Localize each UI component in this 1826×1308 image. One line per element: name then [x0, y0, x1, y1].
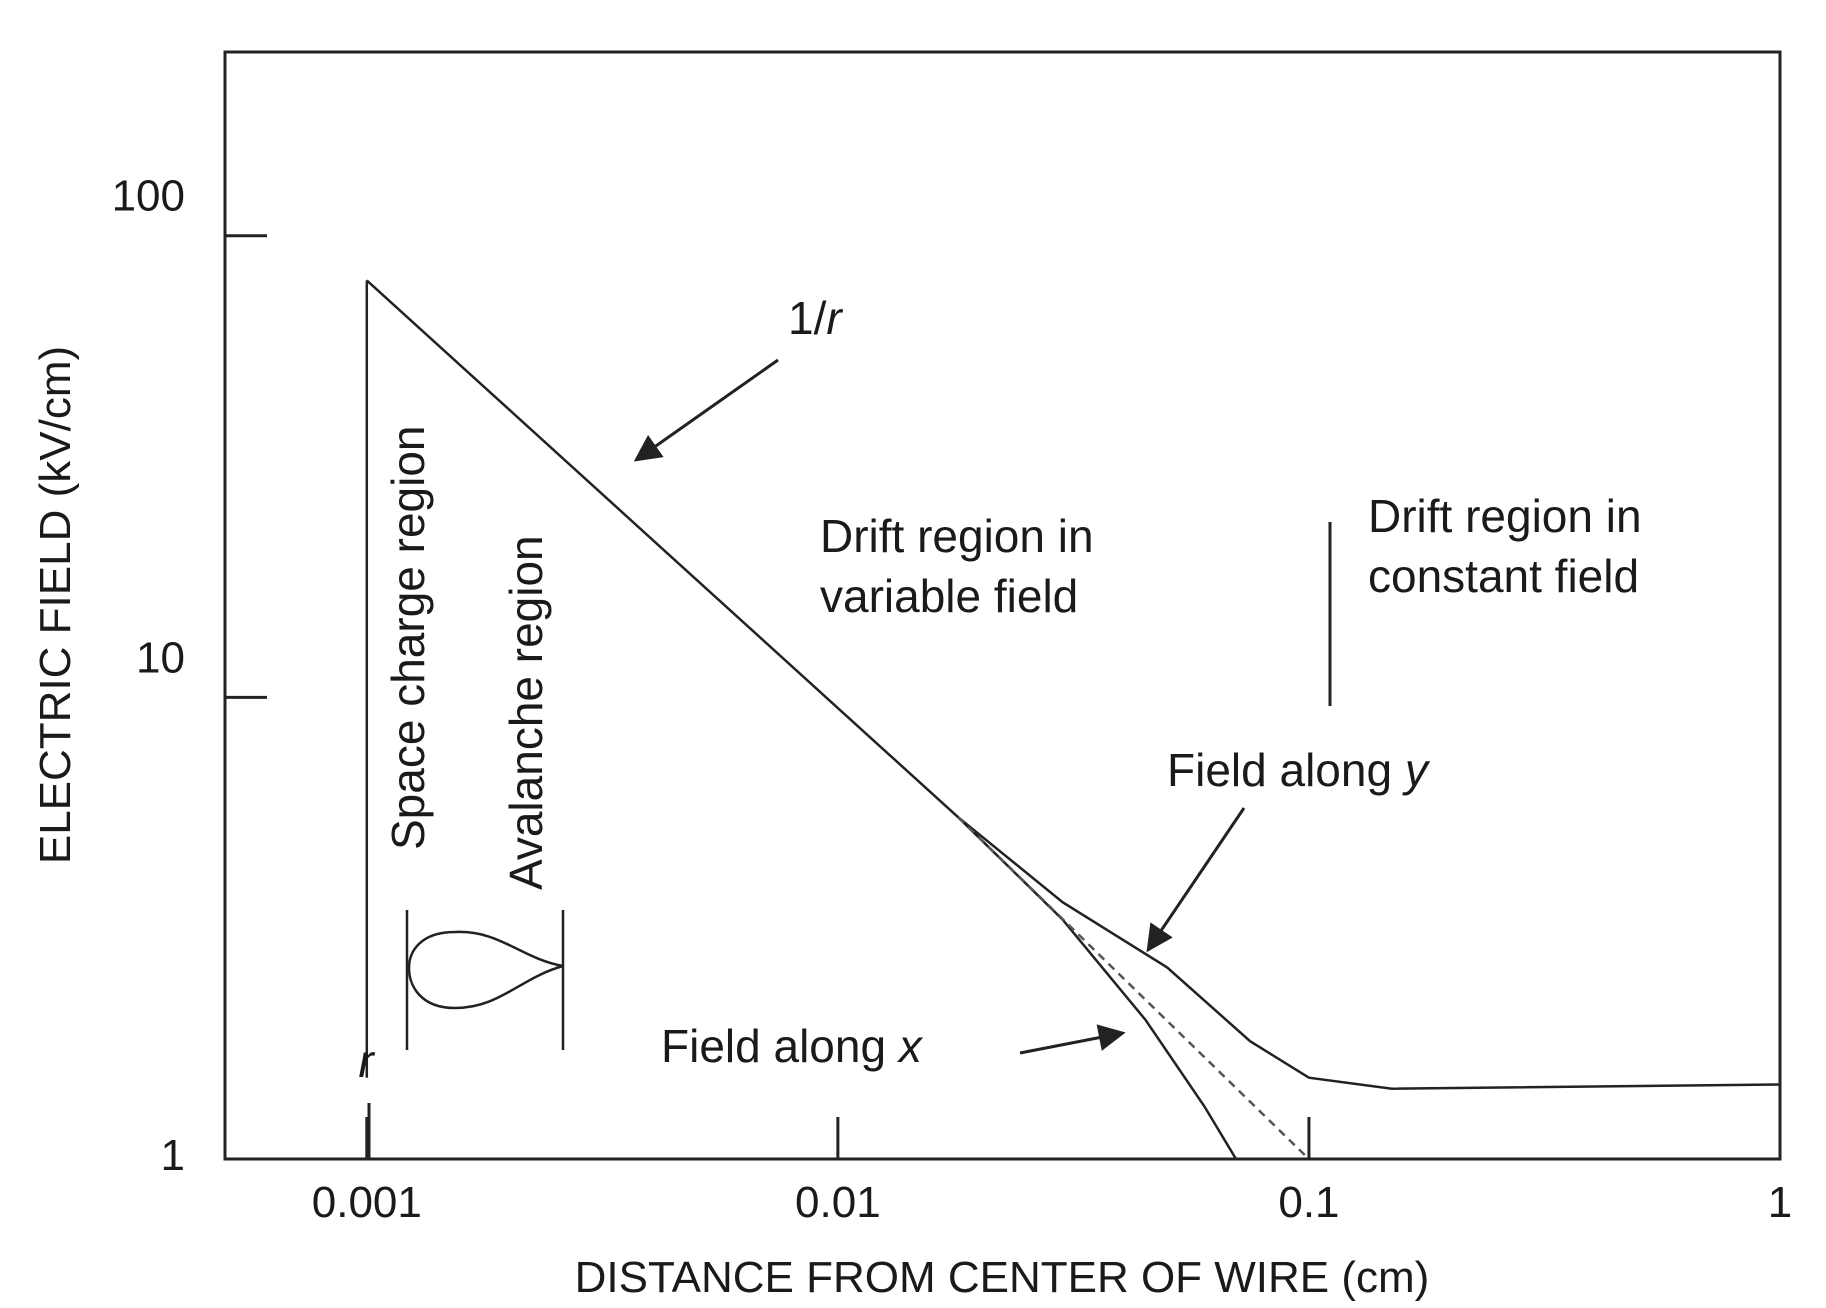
data-series — [367, 280, 1780, 1159]
annotations: 1/r Drift region in variable field Drift re… — [358, 292, 1641, 1159]
field-x-label: Field along x — [661, 1020, 924, 1072]
x-axis-label: DISTANCE FROM CENTER OF WIRE (cm) — [575, 1253, 1430, 1302]
series-pure-one-over-r — [958, 817, 1309, 1159]
x-tick-label: 0.001 — [312, 1178, 422, 1227]
field-x-arrow — [1020, 1033, 1123, 1053]
series-field-y — [958, 817, 1780, 1088]
y-tick-label: 100 — [112, 172, 185, 221]
one-over-r-arrow — [636, 360, 778, 460]
drift-constant-line2: constant field — [1368, 550, 1639, 602]
field-y-arrow — [1148, 808, 1244, 950]
drift-constant-line1: Drift region in — [1368, 490, 1642, 542]
drift-variable-line1: Drift region in — [820, 510, 1094, 562]
y-tick-label: 1 — [161, 1131, 185, 1180]
drift-variable-line2: variable field — [820, 570, 1078, 622]
avalanche-drop-shape — [409, 932, 563, 1008]
y-tick-label: 10 — [136, 633, 185, 682]
one-over-r-label: 1/r — [788, 292, 843, 344]
space-charge-label: Space charge region — [382, 425, 434, 850]
x-tick-label: 1 — [1768, 1178, 1792, 1227]
field-y-label: Field along y — [1167, 744, 1431, 796]
x-tick-label: 0.01 — [795, 1178, 881, 1227]
x-tick-label: 0.1 — [1278, 1178, 1339, 1227]
r-marker-label: r — [358, 1035, 375, 1087]
avalanche-label: Avalanche region — [500, 535, 552, 890]
y-axis-label: ELECTRIC FIELD (kV/cm) — [31, 346, 80, 864]
series-field-x — [958, 817, 1236, 1159]
